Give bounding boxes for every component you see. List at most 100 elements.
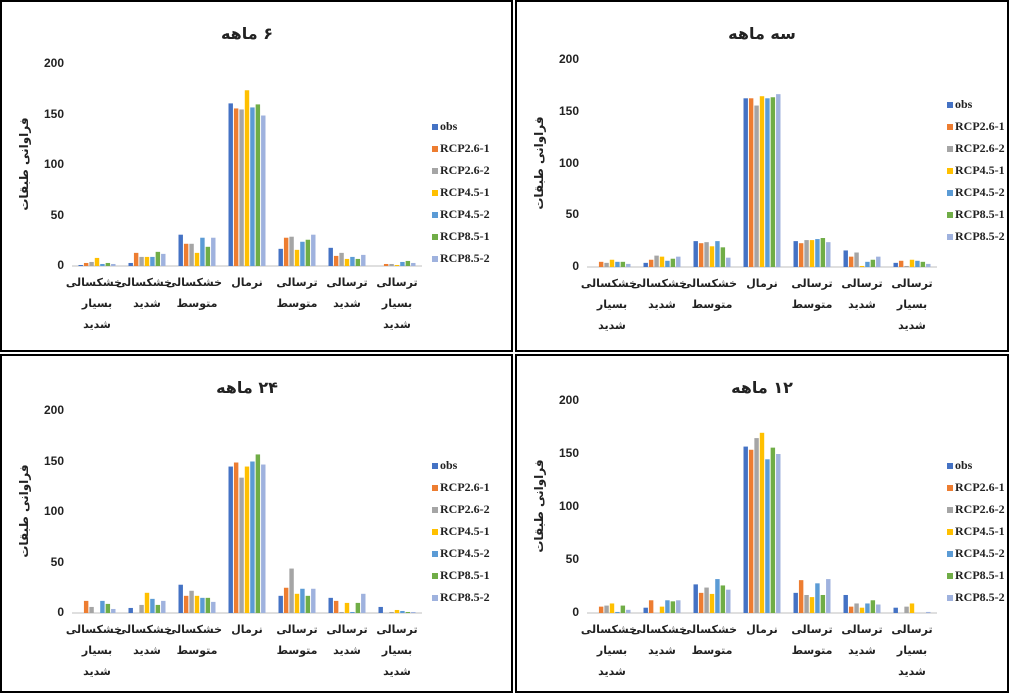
bar [704,242,708,267]
x-tick-label: خشکسالی بسیار شدید [587,273,637,336]
bar [189,591,193,613]
bar [894,608,898,613]
bar [776,454,780,613]
bar [604,263,608,267]
bar [411,612,415,613]
x-tick-label: ترسالی بسیار شدید [887,619,937,682]
y-tick-label: 200 [24,56,64,70]
bar [910,603,914,613]
bar [156,605,160,613]
bar [871,260,875,267]
legend-swatch [947,168,953,174]
legend-swatch [432,551,438,557]
bar [804,240,808,267]
bar [306,596,310,613]
y-tick-label: 50 [539,207,579,221]
bar [261,465,265,613]
legend-swatch [947,573,953,579]
bar [234,463,238,613]
legend-label: RCP8.5-1 [955,568,1005,583]
bar [760,96,764,267]
bar [100,264,104,266]
chart-panel: ۱۲ ماههفراوانی طبقات050100150200خشکسالی … [515,354,1009,693]
legend-swatch [432,485,438,491]
legend-label: RCP2.6-1 [440,141,490,156]
bar [815,239,819,267]
bar [849,257,853,267]
bar [129,608,133,613]
chart-title: ۶ ماهه [72,24,422,43]
bar [111,609,115,613]
bar [156,252,160,266]
y-tick-label: 100 [24,504,64,518]
legend-swatch [432,573,438,579]
legend-label: RCP4.5-1 [440,185,490,200]
bar [206,598,210,613]
bar [604,606,608,613]
bar [776,94,780,267]
bar [876,605,880,613]
bar [129,263,133,266]
bar [389,264,393,266]
bar [84,601,88,613]
bar [865,262,869,267]
bar [676,257,680,267]
legend-swatch [947,124,953,130]
bar [106,263,110,266]
bar [279,596,283,613]
bar [665,261,669,267]
x-tick-label: نرمال [222,272,272,293]
legend-swatch [947,595,953,601]
bar [726,258,730,267]
bar [921,262,925,267]
legend-swatch [432,146,438,152]
x-tick-label: خشکسالی متوسط [172,272,222,314]
legend-swatch [947,102,953,108]
legend-label: RCP8.5-1 [440,229,490,244]
y-tick-label: 200 [539,52,579,66]
bar [345,259,349,266]
x-tick-label: ترسالی شدید [837,273,887,315]
bar [361,255,365,266]
bar [854,603,858,613]
legend-swatch [432,168,438,174]
bar [139,257,143,266]
bar [721,247,725,267]
bar [660,257,664,267]
bar [865,603,869,613]
bar [871,600,875,613]
bar [910,260,914,267]
bar [345,603,349,613]
bar [826,242,830,267]
x-tick-label: ترسالی متوسط [272,619,322,661]
bar [765,459,769,613]
bar [206,247,210,266]
bar [644,263,648,267]
y-tick-label: 200 [24,403,64,417]
x-tick-label: ترسالی متوسط [787,273,837,315]
bar [899,261,903,267]
bar [256,104,260,266]
bar [599,607,603,613]
bar [329,598,333,613]
y-tick-label: 200 [539,393,579,407]
bar [676,600,680,613]
bar [111,264,115,266]
y-tick-label: 0 [539,259,579,273]
y-tick-label: 100 [24,157,64,171]
bar [200,238,204,266]
legend-label: RCP8.5-2 [440,251,490,266]
bar [894,263,898,267]
bar [284,238,288,266]
bar [356,259,360,266]
bar [311,235,315,266]
legend-swatch [947,507,953,513]
legend-label: obs [955,458,972,473]
bar [760,433,764,613]
y-tick-label: 50 [539,552,579,566]
x-tick-label: نرمال [737,619,787,640]
bar [671,601,675,613]
y-tick-label: 150 [539,104,579,118]
bar [189,244,193,266]
legend-label: RCP4.5-2 [955,546,1005,561]
